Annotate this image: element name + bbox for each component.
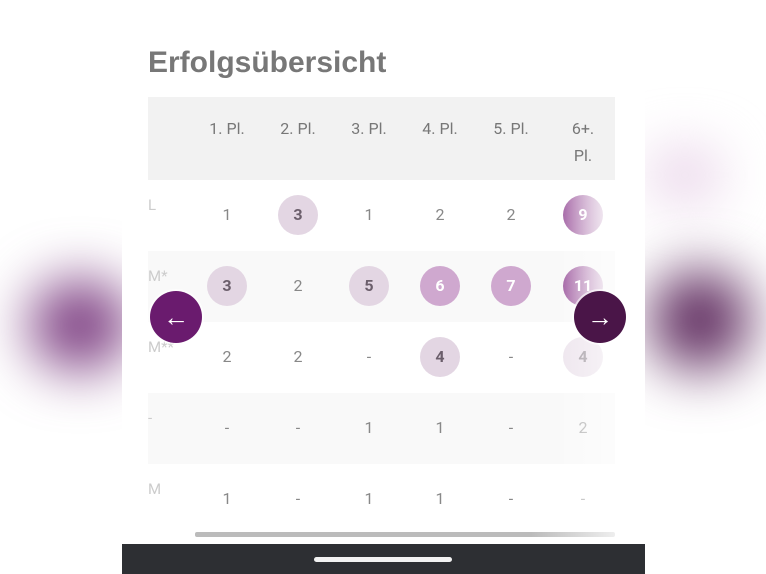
- scroll-fade: [555, 180, 615, 535]
- column-header: 3. Pl.: [351, 119, 387, 138]
- table-cell: 1: [364, 205, 374, 224]
- table-cell: -: [366, 347, 372, 366]
- table-cell: 5: [349, 266, 389, 306]
- background-blur: [650, 270, 750, 370]
- column-header: 4. Pl.: [422, 119, 458, 138]
- row-label: M*: [148, 267, 168, 285]
- column-header: 5. Pl.: [493, 119, 529, 138]
- table-cell: -: [295, 489, 301, 508]
- arrow-left-icon: ←: [163, 302, 189, 333]
- table-cell: -: [508, 489, 514, 508]
- table-cell: -: [295, 418, 301, 437]
- table-header: 1. Pl. 2. Pl. 3. Pl. 4. Pl. 5. Pl. 6+. Pl.: [148, 97, 615, 180]
- success-overview-card: Erfolgsübersicht 1. Pl. 2. Pl. 3. Pl. 4. Pl…: [122, 0, 645, 544]
- row-label: M: [148, 480, 162, 498]
- table-cell: 3: [207, 266, 247, 306]
- page-title: Erfolgsübersicht: [148, 46, 387, 79]
- table-cell: 2: [293, 347, 303, 366]
- row-label: M**: [148, 338, 175, 356]
- table-cell: 2: [222, 347, 232, 366]
- column-header: 2. Pl.: [280, 119, 316, 138]
- table-cell: 2: [435, 205, 445, 224]
- table-cell: 1: [222, 489, 232, 508]
- table-cell: 1: [222, 205, 232, 224]
- table-cell: 3: [278, 195, 318, 235]
- system-navigation-bar: [122, 544, 645, 574]
- table-cell: -: [508, 418, 514, 437]
- horizontal-scrollbar[interactable]: [195, 532, 615, 537]
- table-cell: 2: [293, 276, 303, 295]
- background-blur: [650, 150, 720, 200]
- table-cell: 1: [364, 418, 374, 437]
- table-cell: 7: [491, 266, 531, 306]
- table-cell: 1: [364, 489, 374, 508]
- background-blur: [30, 280, 130, 370]
- table-cell: 2: [506, 205, 516, 224]
- row-label: -: [148, 409, 153, 427]
- table-cell: 1: [435, 418, 445, 437]
- scroll-right-button[interactable]: →: [574, 291, 626, 343]
- table-row: ---11-2: [148, 393, 615, 464]
- row-label: L: [148, 196, 157, 214]
- table-cell: -: [224, 418, 230, 437]
- table-row: L131229: [148, 180, 615, 251]
- table-row: M1-11--: [148, 464, 615, 535]
- home-indicator[interactable]: [314, 557, 452, 562]
- column-header: 6+. Pl.: [571, 119, 595, 165]
- column-header: 1. Pl.: [209, 119, 245, 138]
- arrow-right-icon: →: [587, 302, 613, 333]
- table-cell: 1: [435, 489, 445, 508]
- table-row: M*3256711: [148, 251, 615, 322]
- table-cell: 4: [420, 337, 460, 377]
- table-cell: -: [508, 347, 514, 366]
- table-cell: 6: [420, 266, 460, 306]
- scroll-left-button[interactable]: ←: [150, 291, 202, 343]
- table-row: M**22-4-4: [148, 322, 615, 393]
